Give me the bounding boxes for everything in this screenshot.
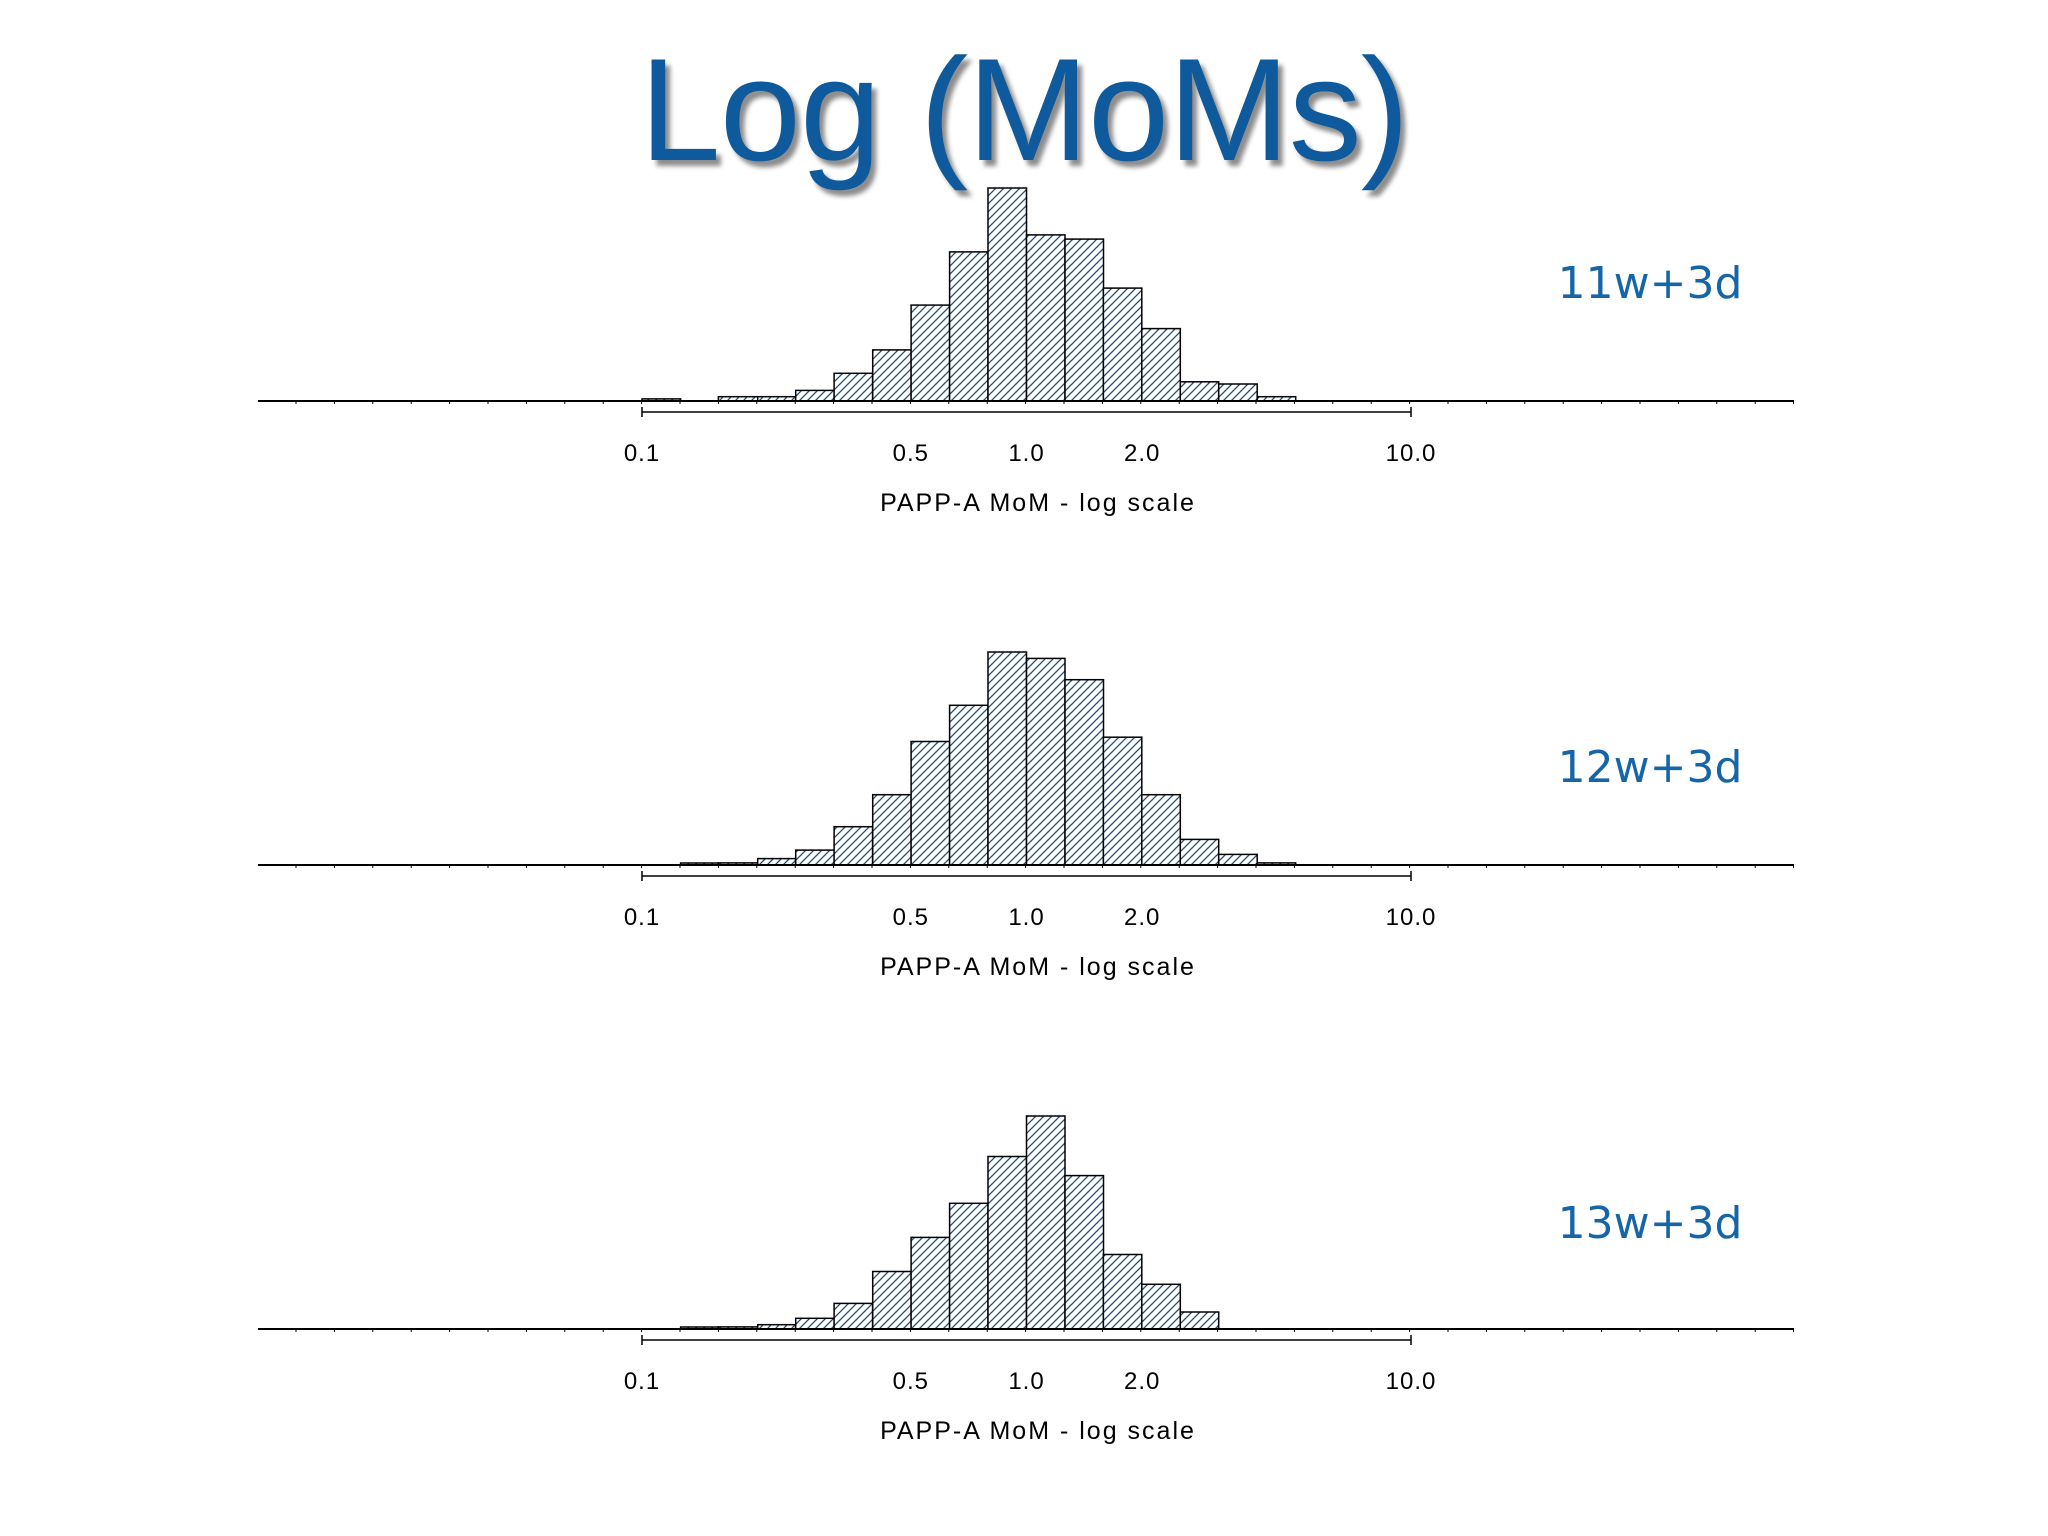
histogram-bar (871, 349, 912, 402)
x-tick-label: 0.5 (893, 440, 929, 467)
histogram-bar (794, 849, 835, 866)
panel-label: 13w+3d (1558, 1198, 1743, 1249)
histogram-bar (833, 372, 874, 402)
panel-label: 12w+3d (1558, 742, 1743, 793)
x-tick-label: 0.5 (893, 1368, 929, 1395)
x-tick-label: 0.1 (624, 1368, 660, 1395)
x-tick-label: 1.0 (1008, 1368, 1044, 1395)
histogram-bar (987, 187, 1028, 402)
histogram-bar (948, 251, 989, 402)
histogram-bar (948, 704, 989, 866)
histogram-panel: 0.1 0.5 1.0 2.0 10.0 PAPP-A MoM - log scale 12… (258, 651, 1795, 981)
histogram-bar (1102, 736, 1143, 866)
histogram-bar (794, 389, 835, 402)
histogram-bar (1025, 234, 1066, 402)
histogram-bar (1217, 853, 1258, 866)
histogram-bar (833, 1302, 874, 1330)
x-tick-label: 10.0 (1386, 1368, 1437, 1395)
x-tick-label: 10.0 (1386, 440, 1437, 467)
histogram-bar (910, 304, 951, 402)
histogram-bar (987, 651, 1028, 866)
histogram-bar (1179, 1311, 1220, 1330)
histogram-bar (871, 793, 912, 866)
histogram-bar (1102, 1253, 1143, 1330)
histogram-bar (794, 1317, 835, 1330)
histogram-bar (1179, 381, 1220, 402)
x-tick-label: 2.0 (1124, 904, 1160, 931)
x-tick-label: 0.1 (624, 904, 660, 931)
x-tick-label: 0.1 (624, 440, 660, 467)
histogram-bar (987, 1155, 1028, 1330)
histogram-bar (871, 1270, 912, 1330)
x-tick-label: 2.0 (1124, 1368, 1160, 1395)
histogram-bar (1217, 383, 1258, 402)
histogram-panel: 0.1 0.5 1.0 2.0 10.0 PAPP-A MoM - log scale 11… (258, 187, 1795, 517)
histogram-bar (1064, 1174, 1105, 1330)
slide-title: Log (MoMs) (639, 28, 1410, 191)
x-tick-label: 10.0 (1386, 904, 1437, 931)
histogram-bar (1179, 838, 1220, 866)
histogram-bar (910, 1236, 951, 1330)
histogram-bar (1102, 287, 1143, 402)
x-axis-label: PAPP-A MoM - log scale (880, 489, 1196, 517)
x-tick-label: 0.5 (893, 904, 929, 931)
histogram-panel: 0.1 0.5 1.0 2.0 10.0 PAPP-A MoM - log scale 13… (258, 1115, 1795, 1445)
histogram-bar (1025, 657, 1066, 866)
histogram-bar (1141, 327, 1182, 402)
histogram-bar (833, 825, 874, 866)
histogram-bar (1064, 238, 1105, 402)
histogram-bar (1141, 1283, 1182, 1330)
panel-label: 11w+3d (1558, 258, 1743, 309)
x-axis-label: PAPP-A MoM - log scale (880, 953, 1196, 981)
x-tick-label: 2.0 (1124, 440, 1160, 467)
histogram-bar (910, 740, 951, 866)
x-tick-label: 1.0 (1008, 440, 1044, 467)
histogram-bar (1141, 793, 1182, 866)
histogram-bar (948, 1202, 989, 1330)
histogram-bar (1025, 1115, 1066, 1330)
x-tick-label: 1.0 (1008, 904, 1044, 931)
histogram-bar (1064, 678, 1105, 866)
x-axis-label: PAPP-A MoM - log scale (880, 1417, 1196, 1445)
